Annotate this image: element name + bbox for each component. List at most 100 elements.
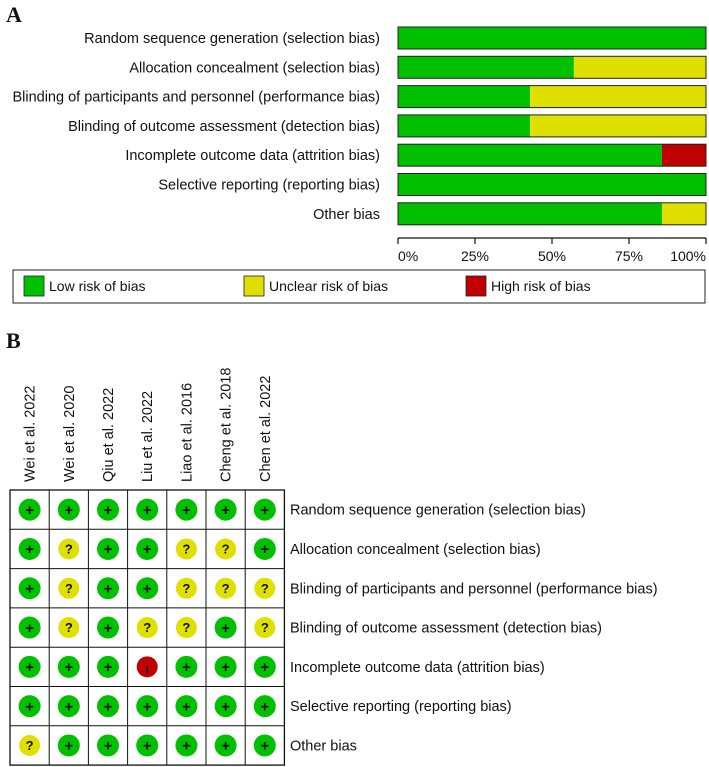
legend-label: Low risk of bias (49, 278, 145, 294)
judgement-circle (97, 537, 119, 560)
domain-label: Incomplete outcome data (attrition bias) (290, 660, 545, 676)
judgement-symbol: + (182, 659, 191, 676)
judgement-symbol: ? (222, 542, 230, 557)
judgement-symbol: + (260, 659, 269, 676)
judgement-circle (97, 498, 119, 521)
bar-outline (397, 26, 707, 50)
judgement-unclear: ? (254, 617, 276, 639)
judgement-symbol: + (25, 541, 34, 558)
judgement-circle (214, 498, 237, 521)
judgement-circle (175, 655, 198, 678)
legend-swatch-high (465, 275, 487, 297)
judgement-circle (18, 577, 41, 600)
judgement-circle (136, 734, 159, 757)
judgement-symbol: ? (143, 620, 151, 635)
domain-label: Blinding of participants and personnel (… (290, 581, 658, 597)
judgement-low: + (253, 695, 276, 718)
domain-label: Blinding of outcome assessment (detectio… (68, 119, 380, 135)
judgement-symbol: + (182, 698, 191, 715)
judgement-symbol: + (260, 541, 269, 558)
judgement-low: + (18, 695, 41, 718)
judgement-symbol: + (64, 502, 73, 519)
domain-label: Selective reporting (reporting bias) (158, 178, 380, 194)
legend-label: High risk of bias (491, 278, 591, 294)
judgement-low: + (214, 734, 237, 757)
judgement-circle (97, 616, 119, 639)
judgement-circle (57, 655, 80, 678)
judgement-low: + (253, 655, 276, 678)
judgement-low: + (214, 695, 237, 718)
judgement-unclear: ? (175, 617, 197, 639)
judgement-low: + (97, 498, 119, 521)
judgement-low: + (136, 498, 159, 521)
judgement-low: + (57, 498, 80, 521)
judgement-low: + (97, 537, 119, 560)
domain-label: Incomplete outcome data (attrition bias) (125, 148, 380, 164)
x-tick-label: 75% (615, 248, 643, 264)
judgement-symbol: + (64, 659, 73, 676)
legend-box (12, 269, 706, 304)
judgement-circle (175, 734, 198, 757)
judgement-symbol: + (64, 698, 73, 715)
judgement-circle (175, 538, 197, 560)
judgement-circle (253, 734, 276, 757)
legend-swatch-unclear (243, 275, 265, 297)
grid-border (9, 489, 286, 766)
judgement-circle (18, 498, 41, 521)
bar-low (398, 202, 662, 225)
judgement-symbol: + (25, 581, 34, 598)
judgement-symbol: + (143, 581, 152, 598)
domain-label: Allocation concealment (selection bias) (129, 60, 380, 76)
judgement-symbol: ? (26, 738, 34, 753)
judgement-circle (18, 616, 41, 639)
study-label: Liu et al. 2022 (140, 391, 156, 482)
bar-unclear (661, 202, 706, 225)
judgement-unclear: ? (136, 617, 158, 639)
judgement-symbol: + (221, 620, 230, 637)
judgement-circle (136, 617, 158, 639)
judgement-circle (18, 537, 41, 560)
judgement-circle (136, 577, 159, 600)
bar-high (661, 144, 706, 167)
judgement-low: + (253, 498, 276, 521)
study-label: Wei et al. 2022 (23, 386, 39, 482)
judgement-symbol: ? (65, 581, 73, 596)
judgement-low: + (97, 734, 119, 757)
judgement-circle (18, 695, 41, 718)
judgement-unclear: ? (58, 538, 80, 560)
judgement-circle (19, 734, 41, 756)
judgement-low: + (175, 695, 198, 718)
judgement-symbol: + (104, 620, 113, 637)
legend-swatch-low (23, 275, 45, 297)
judgement-circle (175, 498, 198, 521)
judgement-low: + (175, 734, 198, 757)
judgement-unclear: ? (19, 734, 41, 756)
bar-unclear (573, 56, 706, 79)
judgement-high (136, 656, 158, 678)
judgement-circle (214, 655, 237, 678)
judgement-low: + (97, 616, 119, 639)
judgement-symbol: ? (182, 542, 190, 557)
judgement-symbol: + (25, 659, 34, 676)
study-label: Qiu et al. 2022 (101, 388, 117, 482)
judgement-circle (97, 734, 119, 757)
judgement-low: + (136, 695, 159, 718)
judgement-low: + (253, 537, 276, 560)
judgement-circle (57, 498, 80, 521)
bar-low (398, 27, 706, 49)
judgement-circle (254, 577, 276, 599)
judgement-symbol: + (25, 502, 34, 519)
study-label: Wei et al. 2020 (62, 386, 78, 482)
domain-label: Other bias (313, 207, 380, 223)
judgement-symbol: + (104, 659, 113, 676)
judgement-symbol: + (182, 738, 191, 755)
judgement-symbol: + (104, 581, 113, 598)
judgement-unclear: ? (215, 577, 237, 599)
judgement-circle (253, 498, 276, 521)
bar-outline (397, 143, 707, 167)
judgement-low: + (57, 734, 80, 757)
judgement-circle (136, 537, 159, 560)
judgement-low: + (18, 498, 41, 521)
judgement-symbol: + (260, 738, 269, 755)
judgement-circle (18, 655, 41, 678)
